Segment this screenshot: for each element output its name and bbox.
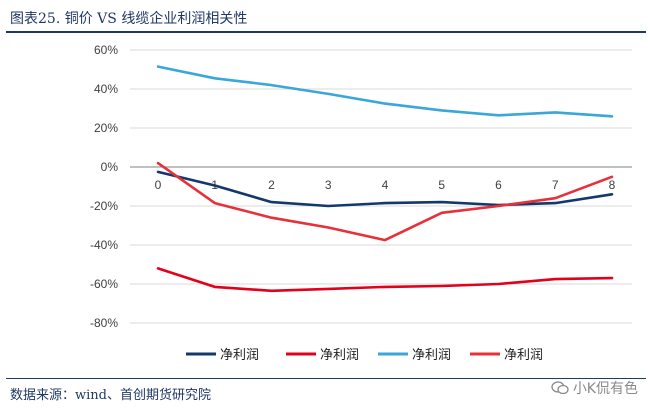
y-tick-label: 40%	[94, 82, 118, 96]
legend-label: 净利润	[320, 348, 359, 363]
y-tick-label: 0%	[101, 160, 119, 174]
legend-item-4: 净利润	[470, 348, 543, 363]
y-tick-label: -80%	[90, 316, 118, 330]
y-tick-label: -60%	[90, 277, 118, 291]
source-rule	[6, 378, 646, 379]
title-rule	[6, 31, 646, 33]
x-tick-label: 4	[382, 178, 389, 192]
source-note: 数据来源：wind、首创期货研究院	[10, 388, 211, 403]
wechat-icon	[551, 381, 569, 395]
legend-label: 净利润	[412, 348, 451, 363]
x-tick-label: 6	[495, 178, 502, 192]
series-lines	[156, 65, 614, 293]
y-tick-label: 60%	[94, 43, 118, 57]
legend-label: 净利润	[504, 348, 543, 363]
x-tick-label: 7	[552, 178, 559, 192]
series-line-3	[156, 65, 614, 118]
x-tick-label: 0	[155, 178, 162, 192]
legend-item-3: 净利润	[378, 348, 451, 363]
legend-item-1: 净利润	[186, 348, 259, 363]
series-line-4	[156, 161, 614, 242]
y-tick-label: -20%	[90, 199, 118, 213]
x-tick-label: 5	[438, 178, 445, 192]
x-tick-label: 3	[325, 178, 332, 192]
legend-label: 净利润	[220, 348, 259, 363]
legend-item-2: 净利润	[286, 348, 359, 363]
y-tick-label: -40%	[90, 238, 118, 252]
legend: 净利润 净利润 净利润 净利润	[186, 348, 543, 363]
x-tick-label: 8	[609, 178, 616, 192]
figure-title: 图表25. 铜价 VS 线缆企业利润相关性	[10, 11, 248, 27]
y-axis-ticks: 60% 40% 20% 0% -20% -40% -60% -80%	[90, 43, 118, 330]
x-tick-label: 2	[268, 178, 275, 192]
watermark-text: 小K侃有色	[572, 381, 638, 397]
series-line-2	[156, 267, 614, 293]
watermark: 小K侃有色	[551, 378, 638, 398]
y-tick-label: 20%	[94, 121, 118, 135]
gridlines	[130, 49, 632, 324]
series-line-1	[156, 170, 614, 208]
